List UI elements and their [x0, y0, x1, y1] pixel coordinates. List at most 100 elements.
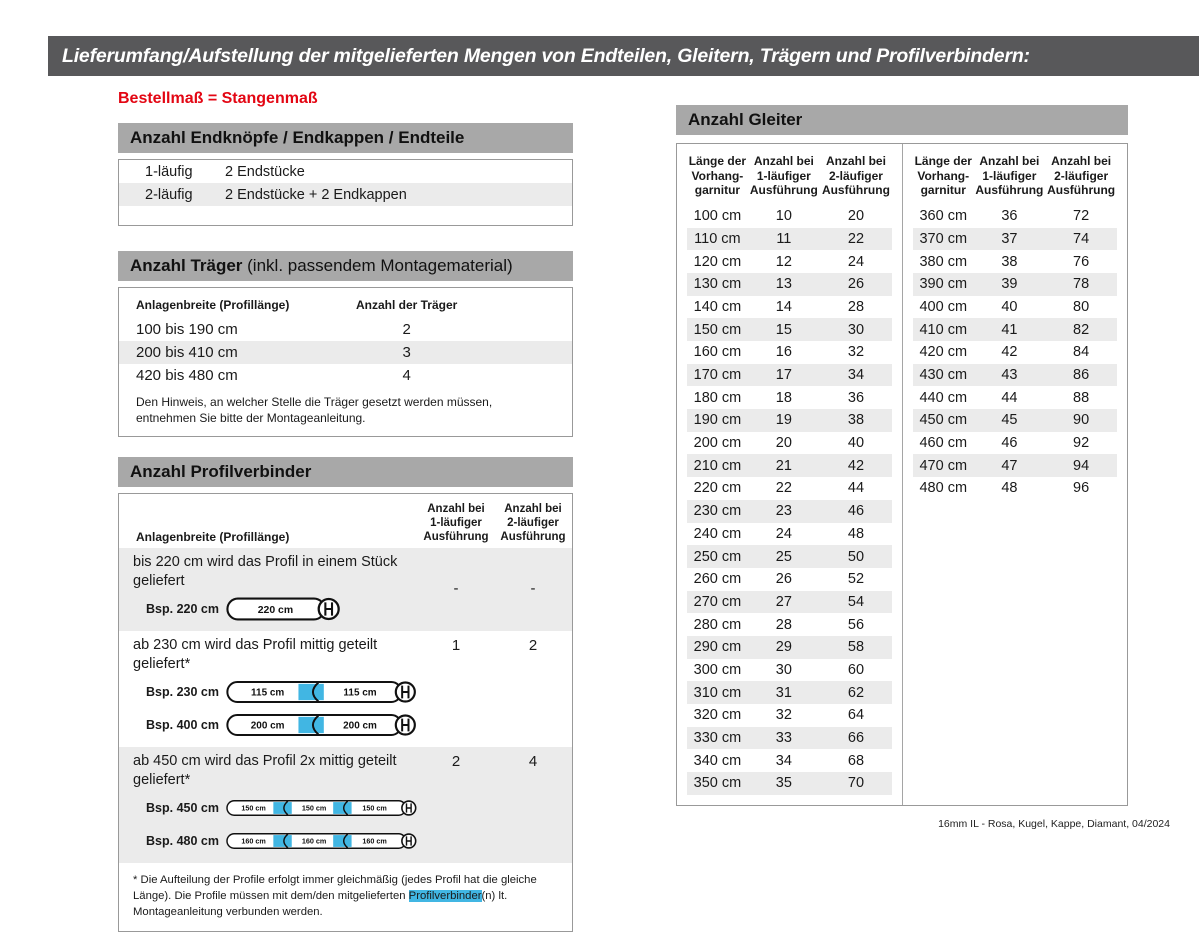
table-row: 470 cm 47 94 — [913, 454, 1117, 478]
table-row: 390 cm 39 78 — [913, 272, 1117, 296]
section-header-endteile: Anzahl Endknöpfe / Endkappen / Endteile — [118, 123, 573, 153]
table-row: 220 cm 22 44 — [687, 477, 892, 500]
svg-text:160 cm: 160 cm — [241, 837, 265, 846]
profile-connector — [298, 717, 324, 734]
count-1-laeufig: - — [453, 580, 459, 598]
count-2-cell: 70 — [847, 775, 865, 792]
count-2-cell: 52 — [847, 571, 865, 588]
length-cell: 340 cm — [693, 752, 742, 769]
joint-arc — [283, 834, 289, 849]
end-piece-detail — [405, 836, 412, 847]
column-header: Anzahl bei 2-läufiger Ausführung — [1047, 154, 1116, 198]
count-1-cell: 26 — [775, 571, 792, 588]
length-cell: 260 cm — [693, 571, 742, 588]
table-row: 150 cm 15 30 — [687, 318, 892, 341]
count-2-cell: 38 — [847, 412, 865, 429]
profile-connector — [273, 835, 292, 848]
profile-connector — [333, 802, 352, 815]
table-row: 310 cm 31 62 — [687, 681, 892, 704]
count-2-cell: 56 — [847, 616, 865, 633]
table-row: 320 cm 32 64 — [687, 704, 892, 727]
count-2-cell: 44 — [847, 480, 865, 497]
count-2-cell: 78 — [1073, 276, 1090, 293]
count-2-cell: 48 — [847, 525, 865, 542]
right-column: Anzahl Gleiter Länge der Vorhang-garnitur… — [676, 105, 1128, 806]
table-row: 140 cm 14 28 — [687, 296, 892, 319]
count-1-cell: 11 — [776, 230, 792, 247]
table-row: 110 cm 11 22 — [687, 227, 892, 251]
column-header: Anzahl bei 2-läufiger Ausführung — [821, 154, 890, 198]
count-1-cell: 16 — [775, 344, 792, 361]
svg-text:115 cm: 115 cm — [251, 688, 284, 699]
profilverbinder-table: Anlagenbreite (Profillänge) Anzahl bei 1… — [118, 493, 573, 932]
endteile-table: 1-läufig 2 Endstücke 2-läufig 2 Endstück… — [118, 159, 573, 226]
page-title: Lieferumfang/Aufstellung der mitgeliefer… — [62, 45, 1030, 67]
gleiter-table-right: Länge der Vorhang-garnitur Anzahl bei 1-lä… — [902, 144, 1127, 805]
table-header-row: Anlagenbreite (Profillänge) Anzahl der T… — [119, 288, 572, 318]
table-row: 420 bis 480 cm 4 — [136, 367, 411, 384]
profile-rod-400-icon: 200 cm 200 cm — [226, 714, 416, 737]
length-cell: 450 cm — [919, 412, 968, 429]
example-label: Bsp. 480 cm — [146, 834, 219, 849]
count-2-cell: 20 — [847, 208, 865, 225]
table-row: 190 cm 19 38 — [687, 409, 892, 432]
table-row: 2-läufig 2 Endstücke + 2 Endkappen — [119, 183, 572, 206]
count-2-cell: 68 — [847, 752, 865, 769]
length-cell: 230 cm — [693, 503, 742, 520]
count-2-cell: 26 — [847, 276, 865, 293]
count-1-cell: 23 — [775, 503, 792, 520]
count-2-cell: 28 — [847, 298, 865, 315]
length-cell: 430 cm — [919, 367, 968, 384]
profile-diagram: Bsp. 450 cm 150 cm 150 cm 150 cm — [119, 793, 418, 823]
example-label: Bsp. 230 cm — [146, 685, 219, 700]
table-row: 270 cm 27 54 — [687, 590, 892, 614]
length-cell: 280 cm — [693, 616, 742, 633]
length-cell: 480 cm — [919, 480, 968, 497]
count-2-cell: 86 — [1073, 367, 1090, 384]
column-header: Anzahl bei 1-läufiger Ausführung — [749, 154, 818, 198]
count-1-cell: 25 — [775, 548, 792, 565]
count-2-cell: 54 — [847, 593, 865, 610]
end-piece-detail — [405, 803, 412, 814]
count-2-cell: 62 — [847, 684, 865, 701]
table-row: 290 cm 29 58 — [687, 635, 892, 659]
end-piece-detail — [401, 686, 410, 699]
table-row: 370 cm 37 74 — [913, 227, 1117, 251]
count-2-cell: 36 — [847, 389, 865, 406]
count-2-cell: 32 — [847, 344, 865, 361]
column-header: Anlagenbreite (Profillänge) — [136, 298, 290, 312]
footnote: * Die Aufteilung der Profile erfolgt imm… — [133, 874, 537, 919]
profile-rod-230-icon: 115 cm 115 cm — [226, 681, 416, 704]
mounting-note: Den Hinweis, an welcher Stelle die Träge… — [136, 395, 493, 426]
table-row: bis 220 cm wird das Profil in einem Stüc… — [119, 548, 572, 632]
table-row: 120 cm 12 24 — [687, 250, 892, 273]
joint-arc — [311, 715, 320, 736]
end-piece-detail — [324, 602, 334, 617]
gleiter-table: Länge der Vorhang-garnitur Anzahl bei 1-lä… — [676, 143, 1128, 806]
profile-diagram: Bsp. 230 cm 115 cm 115 cm — [119, 677, 418, 707]
count-1-cell: 12 — [775, 253, 792, 270]
table-row: 180 cm 18 36 — [687, 386, 892, 409]
length-cell: 350 cm — [693, 775, 742, 792]
profile-connector — [298, 684, 324, 701]
svg-text:200 cm: 200 cm — [343, 721, 377, 732]
joint-arc — [342, 834, 349, 849]
count-2-cell: 94 — [1073, 457, 1090, 474]
length-cell: 310 cm — [693, 684, 742, 701]
length-cell: 300 cm — [693, 661, 742, 678]
section-header-traeger: Anzahl Träger (inkl. passendem Montagema… — [118, 251, 573, 281]
length-cell: 190 cm — [693, 412, 742, 429]
length-cell: 370 cm — [919, 230, 968, 247]
profile-connector — [273, 802, 292, 815]
length-cell: 170 cm — [693, 367, 742, 384]
table-row: 130 cm 13 26 — [687, 272, 892, 296]
count-1-cell: 34 — [775, 752, 792, 769]
length-cell: 320 cm — [693, 707, 742, 724]
example-label: Bsp. 400 cm — [146, 718, 219, 733]
count-1-cell: 48 — [1001, 480, 1018, 497]
table-row: 280 cm 28 56 — [687, 613, 892, 636]
length-cell: 240 cm — [693, 525, 742, 542]
length-cell: 120 cm — [693, 253, 742, 270]
table-row: 440 cm 44 88 — [913, 386, 1117, 409]
count-2-laeufig: 4 — [528, 753, 538, 771]
